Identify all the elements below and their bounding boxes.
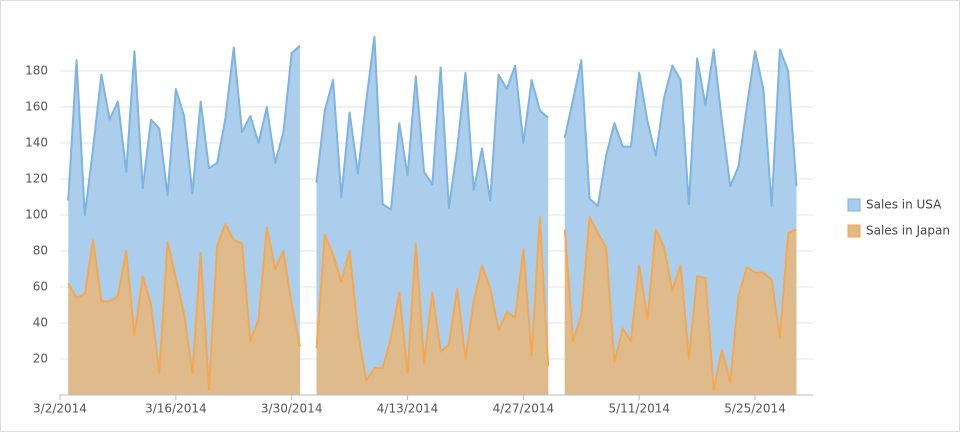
area: [316, 216, 549, 395]
area-line: [315, 35, 549, 211]
y-tick-label: 160: [25, 100, 48, 114]
legend-swatch: [847, 224, 861, 238]
legend-label: Sales in USA: [866, 198, 942, 212]
area-line: [67, 223, 301, 391]
y-tick-label: 80: [33, 244, 48, 258]
y-tick-label: 60: [33, 280, 48, 294]
x-tick-label: 3/30/2014: [261, 402, 323, 416]
area-line: [315, 215, 550, 382]
x-tick-label: 3/16/2014: [145, 402, 207, 416]
x-tick-label: 4/13/2014: [377, 402, 439, 416]
area: [68, 224, 300, 395]
legend-swatch: [847, 198, 861, 212]
y-tick-label: 100: [25, 208, 48, 222]
legend: Sales in USA Sales in Japan: [847, 198, 950, 238]
area-line: [67, 45, 301, 216]
x-tick-label: 5/25/2014: [724, 402, 786, 416]
y-tick-label: 140: [25, 136, 48, 150]
y-tick-label: 20: [33, 352, 48, 366]
area: [564, 216, 797, 395]
area-line: [563, 215, 797, 391]
x-tick-label: 3/2/2014: [33, 402, 87, 416]
y-tick-label: 180: [25, 64, 48, 78]
y-tick-label: 120: [25, 172, 48, 186]
y-tick-label: 40: [33, 316, 48, 330]
area-line: [563, 48, 798, 207]
legend-label: Sales in Japan: [866, 224, 950, 238]
x-tick-label: 5/11/2014: [608, 402, 670, 416]
x-tick-label: 4/27/2014: [493, 402, 555, 416]
